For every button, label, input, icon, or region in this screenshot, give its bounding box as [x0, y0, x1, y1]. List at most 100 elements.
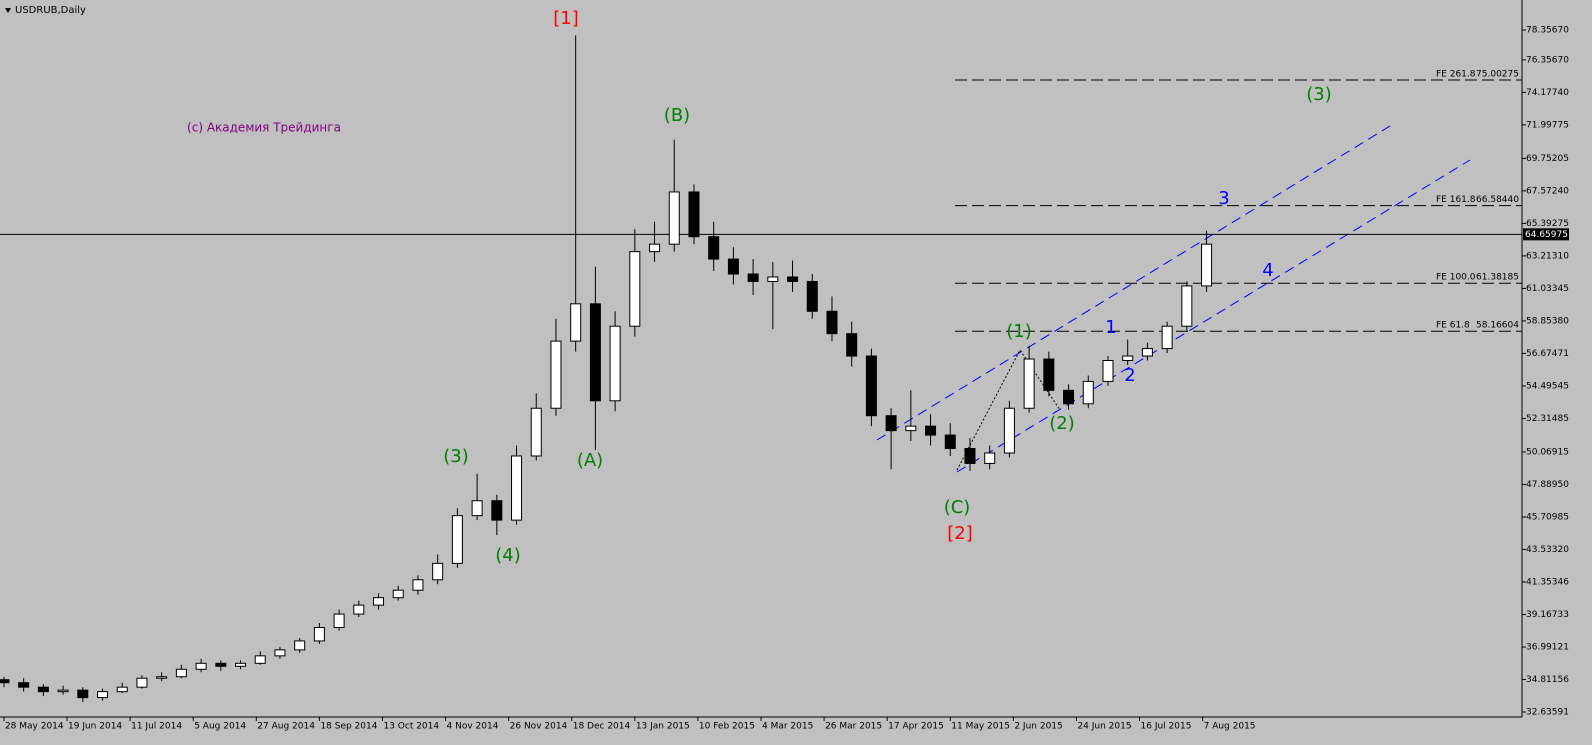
- wave-label: [1]: [553, 8, 579, 29]
- wave-label: (4): [495, 545, 521, 566]
- fibo-name: FE 161.8: [1436, 195, 1476, 205]
- y-tick-label: 41.35346: [1526, 577, 1569, 587]
- candle-body: [1023, 358, 1035, 409]
- fibo-name: FE 100.0: [1436, 273, 1476, 283]
- wave-label: [2]: [947, 523, 973, 544]
- candle-body: [570, 303, 582, 342]
- candle-body: [787, 276, 799, 282]
- candle-body: [1043, 358, 1055, 391]
- wave-label: 4: [1262, 260, 1273, 281]
- wave-label: (2): [1049, 413, 1075, 434]
- candle-body: [1003, 407, 1015, 454]
- candle-body: [984, 452, 996, 464]
- y-tick-label: 36.99121: [1526, 643, 1569, 653]
- candle-body: [767, 276, 779, 282]
- candle-body: [175, 668, 187, 678]
- candle-body: [846, 333, 858, 357]
- candle-body: [865, 355, 877, 417]
- candle-body: [589, 303, 601, 402]
- x-tick-label: 18 Sep 2014: [320, 722, 377, 732]
- candle-body: [156, 676, 168, 679]
- y-tick-label: 71.99775: [1526, 120, 1569, 130]
- candle-body: [274, 649, 286, 657]
- candle-body: [905, 425, 917, 432]
- candle-body: [373, 597, 385, 606]
- candle-body: [412, 579, 424, 591]
- candle-body: [432, 562, 444, 581]
- x-tick-label: 11 Jul 2014: [131, 722, 182, 732]
- candle-body: [885, 415, 897, 432]
- candle-body: [451, 515, 463, 564]
- y-tick-label: 74.17740: [1526, 88, 1569, 98]
- candle-body: [1063, 389, 1075, 405]
- y-tick-label: 50.06915: [1526, 447, 1569, 457]
- wave-projection: [956, 349, 1061, 471]
- x-tick-label: 5 Aug 2014: [194, 722, 246, 732]
- candle-body: [116, 686, 128, 693]
- y-tick-label: 39.16733: [1526, 610, 1569, 620]
- candle-body: [57, 689, 69, 693]
- x-tick-label: 16 Jul 2015: [1141, 722, 1192, 732]
- candle-body: [925, 425, 937, 436]
- candle-body: [136, 677, 148, 688]
- y-tick-label: 63.21310: [1526, 251, 1569, 261]
- wave-label: (C): [944, 497, 971, 518]
- wave-label: 3: [1218, 188, 1229, 209]
- candle-body: [235, 662, 247, 667]
- candle-body: [806, 280, 818, 312]
- wave-label: (1): [1006, 321, 1032, 342]
- candle-body: [727, 258, 739, 275]
- y-tick-label: 52.31485: [1526, 414, 1569, 424]
- candle-body: [313, 627, 325, 642]
- candle-body: [1082, 380, 1094, 405]
- x-tick-label: 24 Jun 2015: [1077, 722, 1131, 732]
- candle-body: [353, 604, 365, 615]
- x-tick-label: 18 Dec 2014: [573, 722, 631, 732]
- candle-body: [37, 686, 49, 693]
- y-tick-label: 78.35670: [1526, 26, 1569, 36]
- x-tick-label: 27 Aug 2014: [257, 722, 315, 732]
- x-tick-label: 4 Mar 2015: [762, 722, 813, 732]
- channel-upper: [876, 125, 1391, 441]
- current-price-label: 64.65975: [1525, 230, 1568, 240]
- y-tick-label: 61.03345: [1526, 284, 1569, 294]
- candle-body: [964, 448, 976, 464]
- candle-body: [629, 251, 641, 327]
- x-tick-label: 10 Feb 2015: [699, 722, 755, 732]
- x-tick-label: 26 Nov 2014: [510, 722, 568, 732]
- candle-body: [1102, 360, 1114, 382]
- menu-triangle[interactable]: [5, 8, 11, 13]
- wave-label: (B): [664, 105, 690, 126]
- candle-body: [77, 689, 89, 699]
- y-tick-label: 47.88950: [1526, 480, 1569, 490]
- candle-body: [944, 434, 956, 450]
- candle-body: [649, 243, 661, 253]
- candle-body: [826, 310, 838, 335]
- y-tick-label: 65.39275: [1526, 219, 1569, 229]
- fibo-value: 66.58440: [1476, 195, 1519, 205]
- x-tick-label: 28 May 2014: [5, 722, 64, 732]
- candle-body: [195, 662, 207, 670]
- candle-body: [0, 679, 10, 684]
- x-tick-label: 26 Mar 2015: [825, 722, 882, 732]
- channel-lower: [956, 159, 1471, 473]
- y-tick-label: 69.75205: [1526, 154, 1569, 164]
- candle-body: [294, 640, 306, 651]
- candle-body: [708, 236, 720, 260]
- channel: [876, 125, 1471, 473]
- candle-body: [688, 191, 700, 238]
- candle-body: [747, 273, 759, 282]
- wave-label: (3): [443, 446, 469, 467]
- wave-label: (3): [1306, 84, 1332, 105]
- candle-body: [1181, 285, 1193, 327]
- candle-body: [392, 589, 404, 599]
- candle-body: [97, 691, 109, 699]
- y-tick-label: 58.85380: [1526, 316, 1569, 326]
- x-tick-label: 11 May 2015: [951, 722, 1010, 732]
- candle-body: [530, 407, 542, 457]
- x-tick-label: 19 Jun 2014: [68, 722, 122, 732]
- watermark: (c) Академия Трейдинга: [187, 121, 341, 135]
- candle-body: [668, 191, 680, 245]
